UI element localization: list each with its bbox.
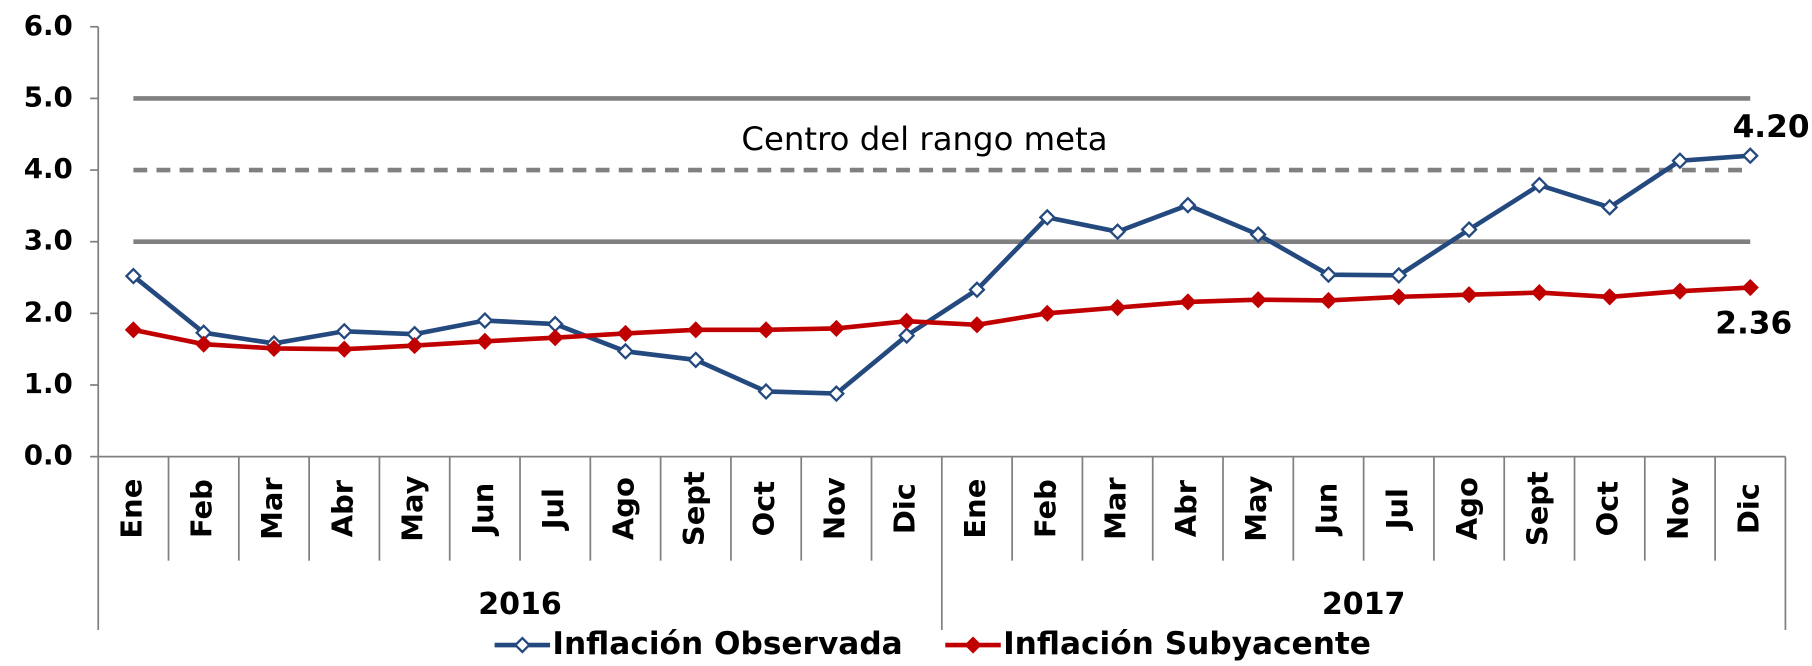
legend-marker [964, 636, 982, 654]
data-point [827, 385, 845, 403]
data-point [1460, 220, 1478, 239]
y-tick-label: 2.0 [24, 295, 73, 328]
data-point [827, 319, 845, 337]
group-label: 2017 [1322, 587, 1406, 622]
data-point [1319, 266, 1338, 284]
x-tick-label: Mar [255, 477, 289, 540]
data-point [1038, 208, 1056, 226]
series-line [131, 153, 1751, 396]
x-tick-label: Dic [888, 483, 922, 534]
data-point [1601, 198, 1619, 216]
data-point [195, 335, 213, 353]
x-tick-label: Ene [958, 479, 992, 539]
data-point [1460, 286, 1478, 304]
data-point [1671, 282, 1689, 300]
x-tick-label: Sept [677, 471, 711, 546]
x-tick-label: May [1239, 475, 1273, 541]
data-point [1741, 147, 1759, 165]
data-point [1601, 288, 1619, 306]
data-point [1109, 299, 1127, 317]
data-point [406, 337, 424, 355]
y-tick-label: 5.0 [24, 80, 73, 113]
legend-marker [513, 636, 531, 654]
data-point [898, 326, 916, 345]
data-point [757, 321, 775, 339]
x-tick-label: Jul [536, 488, 570, 531]
data-point [546, 329, 564, 347]
x-tick-label: Nov [817, 477, 851, 540]
data-point [1038, 304, 1056, 322]
data-point [265, 339, 283, 358]
data-point [1179, 196, 1197, 214]
data-point [546, 315, 564, 333]
data-point [1390, 288, 1408, 306]
data-point [335, 322, 353, 340]
data-point [1109, 223, 1127, 241]
y-tick-label: 6.0 [24, 9, 73, 42]
data-point [476, 332, 494, 350]
x-tick-label: Mar [1099, 477, 1133, 540]
x-tick-label: Nov [1661, 477, 1695, 540]
x-tick-label: Ene [114, 479, 148, 539]
data-point [616, 324, 635, 342]
data-point [335, 340, 353, 358]
y-tick-label: 4.0 [24, 152, 73, 185]
x-tick-label: Oct [747, 481, 781, 537]
data-point [1390, 266, 1408, 284]
x-tick-label: Feb [185, 479, 219, 538]
x-tick-label: Feb [1028, 479, 1062, 538]
legend-label: Inflación Subyacente [1003, 626, 1371, 662]
data-point [1249, 291, 1267, 309]
data-point [968, 281, 986, 299]
legend-label: Inflación Observada [552, 626, 902, 662]
data-point [757, 382, 775, 401]
x-tick-label: Abr [1169, 479, 1203, 537]
y-tick-label: 0.0 [24, 439, 73, 472]
data-label: 4.20 [1733, 109, 1810, 145]
reference-label: Centro del rango meta [741, 120, 1107, 158]
y-tick-label: 1.0 [24, 367, 73, 400]
x-tick-label: May [396, 475, 430, 541]
x-tick-label: Ago [606, 477, 640, 540]
data-point [1671, 152, 1689, 170]
data-point [124, 321, 142, 339]
x-tick-label: Sept [1520, 471, 1554, 546]
x-tick-label: Abr [325, 479, 359, 537]
data-point [476, 311, 494, 330]
data-point [898, 312, 916, 330]
data-point [124, 267, 142, 285]
data-point [616, 342, 635, 360]
group-label: 2016 [478, 587, 562, 622]
data-point [1530, 176, 1548, 194]
data-point [1319, 291, 1338, 310]
data-point [687, 351, 705, 369]
data-point [687, 321, 705, 339]
x-tick-label: Oct [1591, 481, 1625, 537]
data-label: 2.36 [1715, 306, 1792, 342]
data-point [1249, 225, 1267, 244]
x-tick-label: Jul [1380, 488, 1414, 531]
data-point [1179, 293, 1197, 311]
x-tick-label: Jun [1309, 483, 1343, 537]
data-point [968, 316, 986, 334]
x-tick-label: Dic [1731, 483, 1765, 534]
y-tick-label: 3.0 [24, 224, 73, 257]
data-point [1530, 284, 1548, 302]
data-point [1741, 278, 1759, 297]
x-tick-label: Jun [466, 483, 500, 537]
x-tick-label: Ago [1450, 477, 1484, 540]
series-line [132, 285, 1751, 352]
